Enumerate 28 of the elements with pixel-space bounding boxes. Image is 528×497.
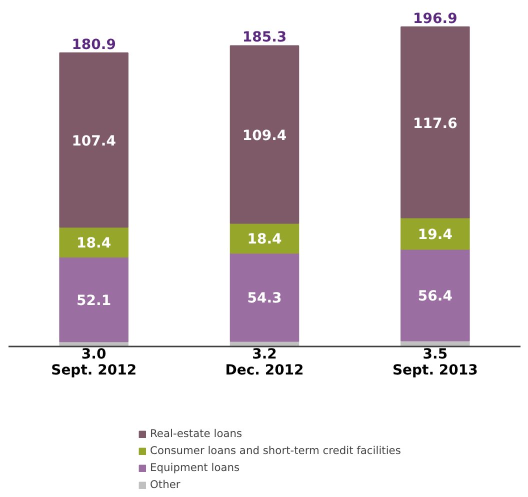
data-label: 19.4 bbox=[418, 227, 453, 244]
bar bbox=[230, 45, 300, 224]
bar bbox=[230, 252, 300, 342]
legend-label: Equipment loans bbox=[150, 461, 240, 474]
data-label: 52.1 bbox=[76, 292, 112, 309]
data-label: 18.4 bbox=[76, 236, 112, 252]
bar bbox=[59, 52, 128, 228]
bar bbox=[400, 248, 470, 342]
bar bbox=[59, 256, 128, 342]
data-label: 3.2 bbox=[252, 346, 277, 362]
data-label: 117.6 bbox=[413, 116, 458, 132]
x-tick-label: Dec. 2012 bbox=[225, 362, 304, 378]
total-label: 196.9 bbox=[413, 10, 458, 27]
data-label: 3.5 bbox=[422, 346, 448, 362]
data-label: 3.0 bbox=[81, 346, 106, 362]
x-tick-label: Sept. 2012 bbox=[51, 362, 137, 378]
bar bbox=[400, 26, 470, 218]
data-label: 107.4 bbox=[72, 134, 116, 150]
total-label: 185.3 bbox=[242, 30, 287, 46]
data-label: 56.4 bbox=[418, 288, 453, 305]
data-label: 109.4 bbox=[242, 128, 287, 144]
legend-label: Other bbox=[150, 478, 180, 491]
x-tick-label: Sept. 2013 bbox=[392, 362, 478, 378]
legend-label: Consumer loans and short-term credit facilities bbox=[150, 444, 401, 457]
data-label: 54.3 bbox=[247, 290, 282, 307]
legend-label: Real-estate loans bbox=[150, 427, 242, 440]
total-label: 180.9 bbox=[72, 36, 116, 53]
data-label: 18.4 bbox=[247, 232, 282, 248]
